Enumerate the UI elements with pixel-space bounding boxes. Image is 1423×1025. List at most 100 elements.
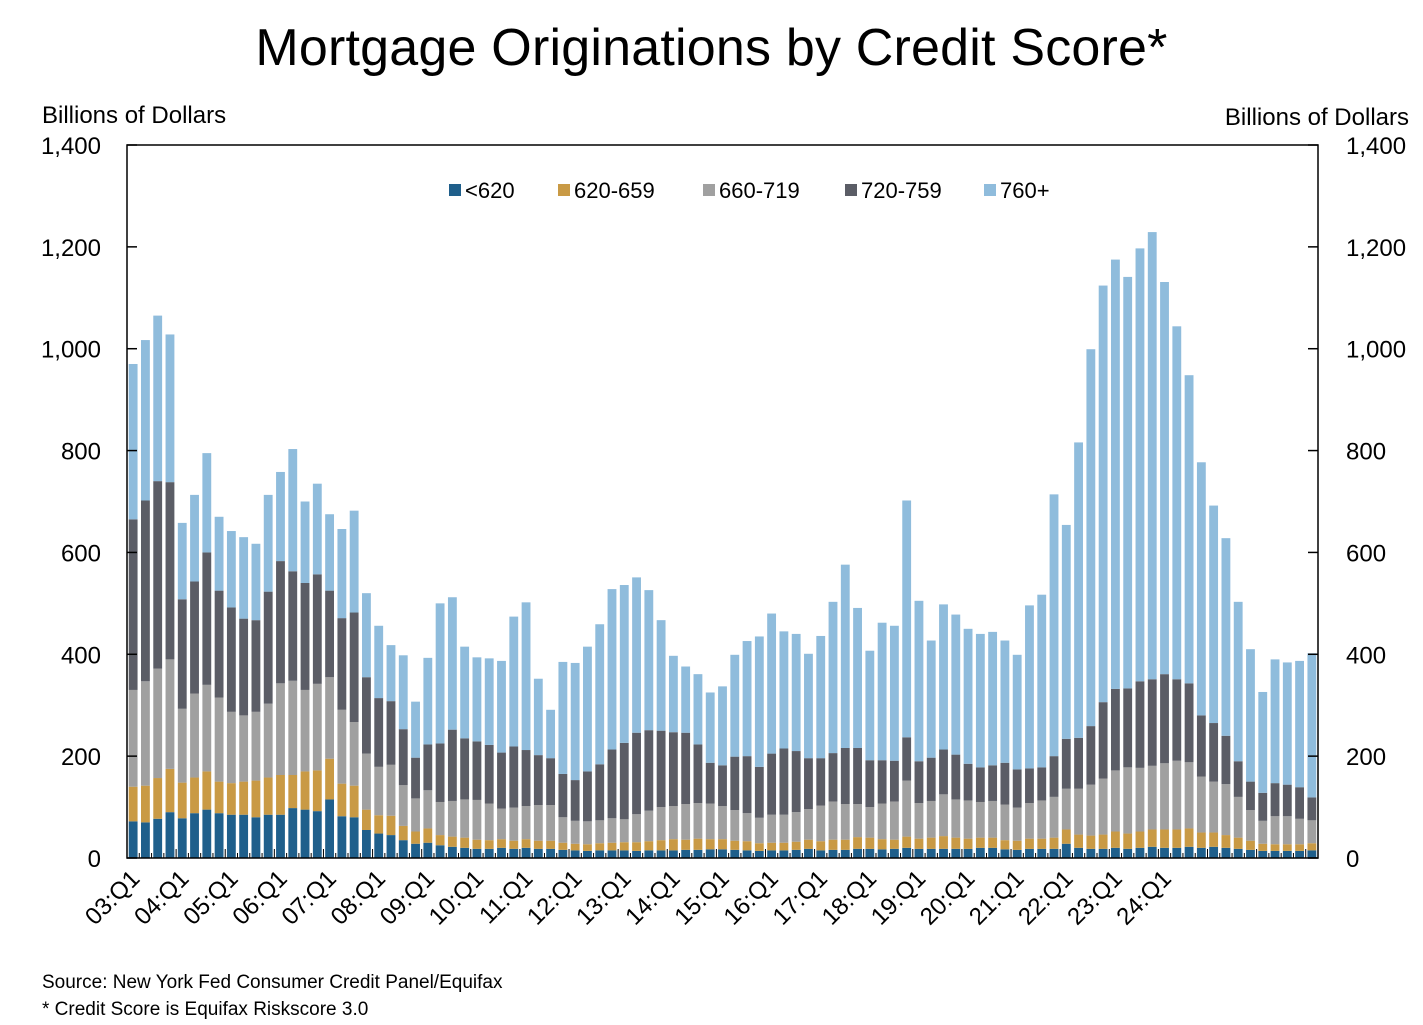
bar-segment xyxy=(570,662,580,781)
bar-segment xyxy=(521,839,531,848)
bar-segment xyxy=(926,848,936,858)
bar-segment xyxy=(975,837,985,848)
bar-segment xyxy=(619,742,629,820)
bar-segment xyxy=(705,849,715,858)
bar-segment xyxy=(435,743,445,802)
bar-segment xyxy=(263,703,273,778)
right-y-tick-label: 800 xyxy=(1346,439,1386,466)
bar-segment xyxy=(214,813,224,858)
bar-segment xyxy=(398,729,408,786)
x-tick-label: 03:Q1 xyxy=(80,865,145,930)
x-tick-label: 10:Q1 xyxy=(424,865,489,930)
bar-segment xyxy=(214,590,224,698)
bar-segment xyxy=(533,805,543,841)
bar-segment xyxy=(791,633,801,752)
bar-segment xyxy=(337,816,347,858)
bar-segment xyxy=(141,500,150,682)
bar-segment xyxy=(632,850,641,858)
bar-segment xyxy=(1025,768,1034,803)
bar-segment xyxy=(263,814,273,858)
bar-segment xyxy=(644,590,654,731)
bar-segment xyxy=(1221,735,1231,785)
bar-segment xyxy=(742,850,752,858)
bar-segment xyxy=(1147,765,1157,830)
x-tick-label: 04:Q1 xyxy=(129,865,194,930)
bar-segment xyxy=(177,522,187,600)
bar-segment xyxy=(128,786,138,822)
bar-segment xyxy=(386,815,396,836)
bar-segment xyxy=(619,850,629,858)
bar-segment xyxy=(362,809,371,830)
bar-segment xyxy=(1135,767,1145,832)
bar-segment xyxy=(791,812,801,842)
bar-segment xyxy=(718,806,727,840)
bar-segment xyxy=(1086,784,1096,836)
bar-segment xyxy=(1025,803,1034,839)
bar-segment xyxy=(681,666,691,733)
bar-segment xyxy=(1307,843,1317,851)
bar-segment xyxy=(447,846,457,858)
bar-segment xyxy=(1295,844,1304,851)
bar-segment xyxy=(128,821,138,858)
bar-segment xyxy=(853,804,862,838)
bar-segment xyxy=(1295,660,1304,788)
bar-segment xyxy=(1172,847,1182,858)
bar-segment xyxy=(1049,837,1059,849)
bar-segment xyxy=(472,799,482,840)
bar-segment xyxy=(1074,834,1083,848)
bar-segment xyxy=(288,571,298,681)
bar-segment xyxy=(533,678,543,756)
bar-segment xyxy=(754,843,764,851)
bar-segment xyxy=(877,803,887,840)
bar-segment xyxy=(889,801,899,840)
bar-segment xyxy=(1221,847,1231,858)
bar-segment xyxy=(619,819,629,843)
bar-segment xyxy=(595,624,605,765)
bar-segment xyxy=(902,737,912,781)
bar-segment xyxy=(902,500,912,738)
bar-segment xyxy=(791,751,801,813)
bar-segment xyxy=(840,839,850,850)
bar-segment xyxy=(460,799,470,838)
bar-segment xyxy=(816,635,826,759)
bar-segment xyxy=(435,801,445,836)
bar-segment xyxy=(1258,792,1268,821)
bar-segment xyxy=(276,471,285,562)
bar-segment xyxy=(668,732,678,807)
bar-segment xyxy=(668,655,678,733)
x-tick-label: 12:Q1 xyxy=(522,865,587,930)
bar-segment xyxy=(1098,778,1108,835)
bar-segment xyxy=(1221,538,1231,736)
bar-segment xyxy=(1270,816,1280,845)
bar-segment xyxy=(214,697,224,782)
bar-segment xyxy=(1196,462,1206,716)
bar-segment xyxy=(914,838,924,849)
x-tick-label: 22:Q1 xyxy=(1013,865,1078,930)
bar-segment xyxy=(1233,761,1243,797)
bar-segment xyxy=(583,850,592,858)
bar-segment xyxy=(681,839,691,850)
bar-segment xyxy=(730,654,740,757)
bar-segment xyxy=(1012,849,1022,858)
bar-segment xyxy=(1061,843,1071,858)
bar-segment xyxy=(386,701,396,765)
bar-segment xyxy=(828,601,838,754)
legend-swatch xyxy=(449,184,461,196)
bar-segment xyxy=(742,756,752,814)
bar-segment xyxy=(472,657,482,742)
bar-segment xyxy=(521,806,531,840)
x-tick-label: 06:Q1 xyxy=(227,865,292,930)
bar-segment xyxy=(337,618,347,710)
bar-segment xyxy=(607,842,617,851)
bar-segment xyxy=(226,814,236,858)
bar-segment xyxy=(1012,807,1022,841)
bar-segment xyxy=(975,633,985,768)
bar-segment xyxy=(153,315,163,482)
bar-segment xyxy=(644,730,654,811)
bar-segment xyxy=(1110,831,1120,848)
bar-segment xyxy=(853,837,862,849)
bar-segment xyxy=(816,850,826,858)
bar-segment xyxy=(877,760,887,804)
bar-segment xyxy=(1246,840,1255,850)
bar-segment xyxy=(804,848,813,858)
